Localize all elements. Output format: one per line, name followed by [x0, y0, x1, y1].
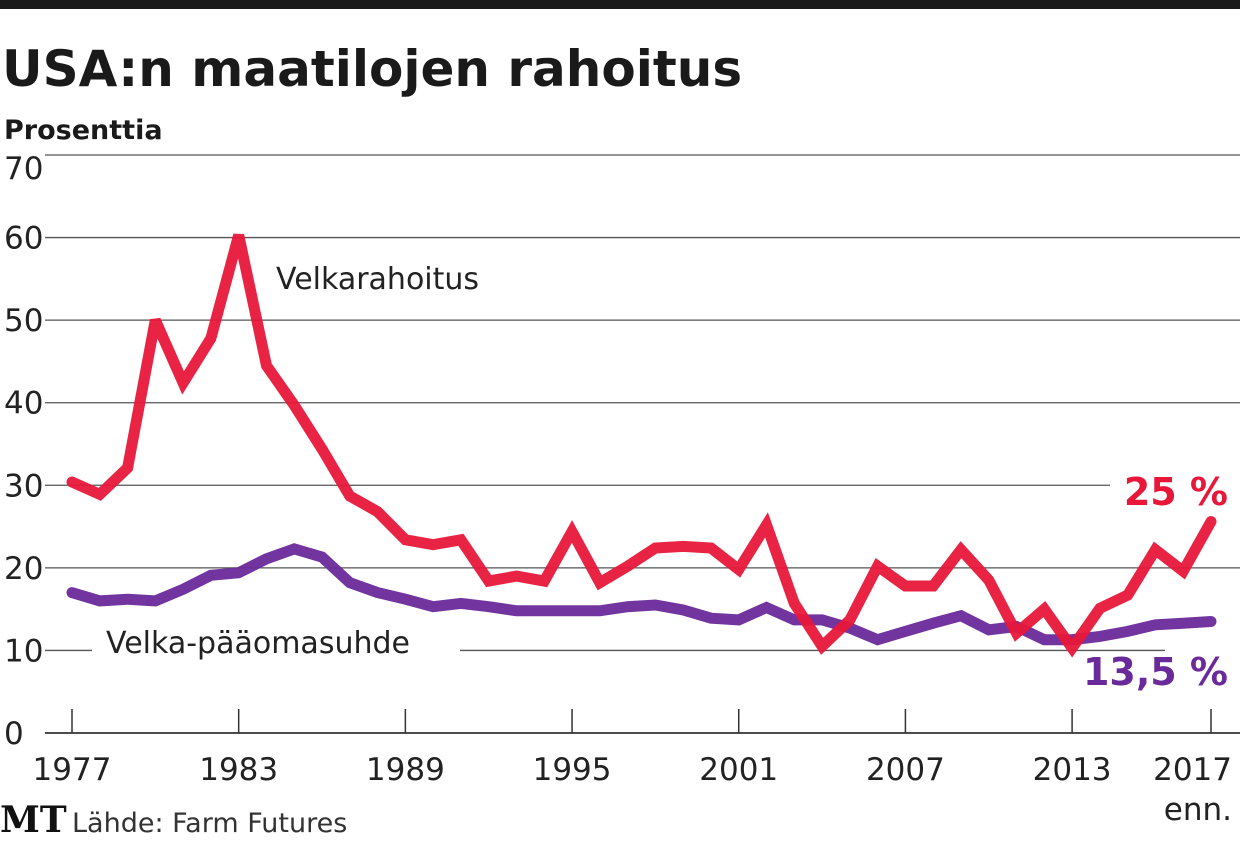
series-line-velkarahoitus: [66, 233, 1217, 658]
x-tick-sublabel: enn.: [1164, 792, 1232, 828]
y-tick-label: 60: [4, 221, 43, 257]
chart-title: USA:n maatilojen rahoitus: [2, 40, 742, 98]
mt-logo: MT: [0, 799, 67, 841]
series-lines: [66, 233, 1217, 658]
x-tick-label: 2001: [699, 752, 778, 788]
series-label-velka-paaomasuhde: Velka-pääomasuhde: [106, 626, 410, 661]
y-tick-label: 40: [4, 386, 43, 422]
y-tick-label: 50: [4, 303, 43, 339]
y-tick-label: 30: [4, 468, 43, 504]
x-ticks: 1977 1983 1989 1995 2001 2007 2013 2017 enn.: [33, 709, 1232, 828]
series-label-velkarahoitus: Velkarahoitus: [276, 262, 479, 297]
y-tick-label: 70: [4, 151, 43, 187]
x-tick-label: 1995: [533, 752, 612, 788]
x-tick-label: 2013: [1033, 752, 1112, 788]
end-label-velka-paaomasuhde: 13,5 %: [1083, 650, 1228, 694]
x-tick-label: 2017: [1153, 752, 1232, 788]
x-tick-label: 1989: [366, 752, 445, 788]
x-tick-label: 1983: [199, 752, 278, 788]
top-bar: [0, 0, 1240, 9]
y-tick-label: 0: [4, 716, 24, 752]
y-tick-labels: 0 10 20 30 40 50 60 70: [4, 151, 43, 752]
y-tick-label: 10: [4, 633, 43, 669]
end-label-velkarahoitus: 25 %: [1124, 470, 1228, 514]
x-tick-label: 2007: [866, 752, 945, 788]
x-tick-label: 1977: [33, 752, 112, 788]
source-text: Lähde: Farm Futures: [72, 808, 347, 839]
y-axis-label: Prosenttia: [4, 115, 163, 146]
y-tick-label: 20: [4, 551, 43, 587]
